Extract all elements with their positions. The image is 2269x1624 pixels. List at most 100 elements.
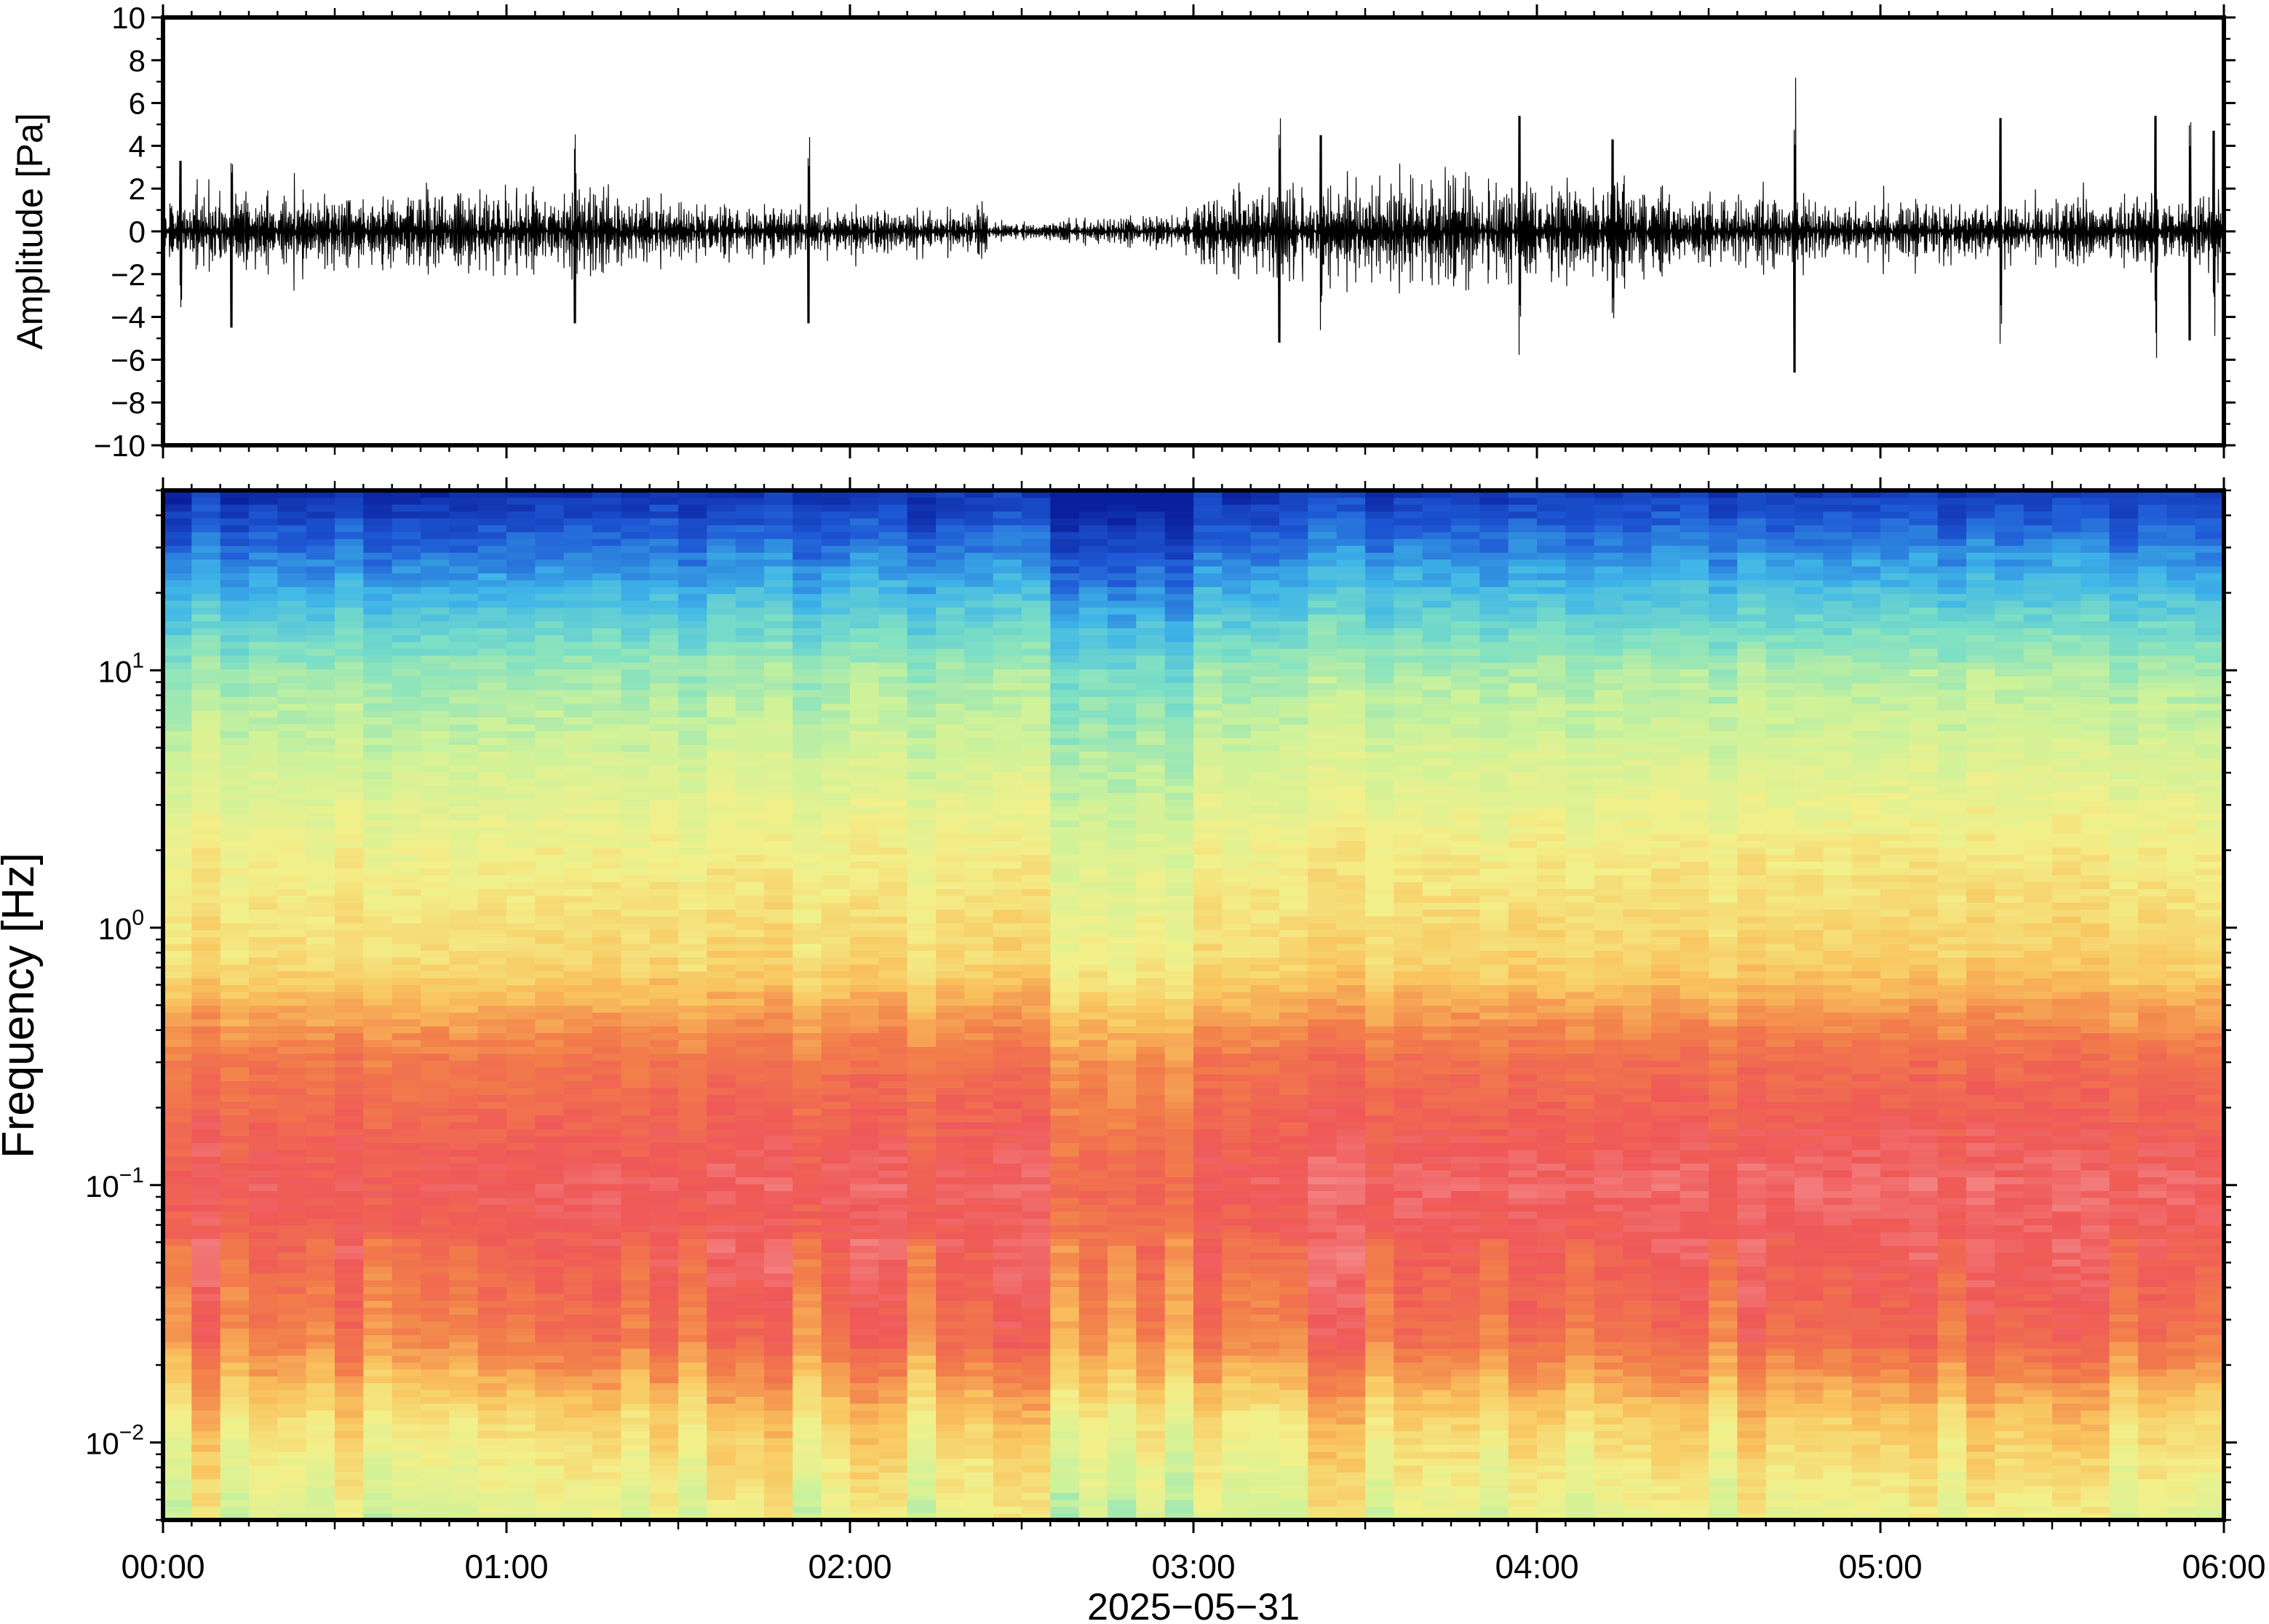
spectrogram-cell — [477, 1225, 507, 1233]
spectrogram-cell — [850, 895, 880, 903]
spectrogram-cell — [964, 867, 994, 875]
spectrogram-cell — [792, 950, 822, 958]
spectrogram-cell — [277, 1046, 307, 1054]
spectrogram-cell — [821, 744, 851, 752]
spectrogram-cell — [764, 977, 794, 985]
spectrogram-cell — [335, 1286, 365, 1294]
spectrogram-cell — [850, 593, 880, 601]
spectrogram-cell — [335, 1266, 365, 1274]
spectrogram-cell — [850, 1053, 880, 1061]
spectrogram-cell — [535, 511, 565, 519]
spectrogram-cell — [306, 888, 335, 896]
spectrogram-cell — [821, 771, 851, 779]
spectrogram-cell — [821, 675, 851, 683]
spectrogram-cell — [850, 675, 880, 683]
spectrogram-cell — [764, 1266, 794, 1274]
spectrogram-cell — [792, 902, 822, 910]
spectrogram-cell — [1050, 627, 1080, 635]
spectrogram-cell — [191, 586, 221, 594]
spectrogram-cell — [449, 1053, 479, 1061]
spectrogram-cell — [421, 1245, 450, 1253]
spectrogram-cell — [936, 1410, 966, 1418]
spectrogram-cell — [764, 1423, 794, 1432]
spectrogram-cell — [1022, 1073, 1052, 1081]
spectrogram-cell — [792, 915, 822, 924]
spectrogram-cell — [163, 627, 193, 635]
spectrogram-cell — [649, 1231, 679, 1239]
spectrogram-cell — [907, 805, 937, 814]
spectrogram-cell — [363, 1163, 393, 1171]
spectrogram-cell — [792, 881, 822, 889]
spectrogram-cell — [363, 565, 393, 573]
spectrogram-cell — [764, 573, 794, 581]
spectrogram-cell — [392, 1121, 421, 1130]
spectrogram-cell — [306, 861, 335, 869]
spectrogram-cell — [821, 497, 851, 505]
spectrogram-cell — [735, 573, 765, 581]
spectrogram-cell — [277, 943, 307, 951]
spectrogram-cell — [678, 1259, 708, 1267]
spectrogram-cell — [277, 991, 307, 999]
spectrogram-cell — [306, 1225, 335, 1233]
spectrogram-cell — [993, 1300, 1022, 1308]
spectrogram-cell — [592, 1101, 622, 1109]
spectrogram-cell — [993, 1129, 1022, 1137]
spectrogram-cell — [964, 1286, 994, 1294]
spectrogram-cell — [764, 1348, 794, 1356]
spectrogram-cell — [306, 1334, 335, 1342]
spectrogram-cell — [792, 531, 822, 539]
spectrogram-cell — [1050, 1115, 1080, 1123]
spectrogram-cell — [1050, 819, 1080, 827]
spectrogram-cell — [1022, 943, 1052, 951]
spectrogram-cell — [563, 1204, 593, 1212]
spectrogram-cell — [621, 517, 651, 525]
spectrogram-cell — [850, 1307, 880, 1315]
spectrogram-cell — [163, 1039, 193, 1047]
spectrogram-cell — [306, 497, 335, 505]
spectrogram-cell — [163, 1389, 193, 1397]
spectrogram-cell — [220, 573, 250, 581]
spectrogram-cell — [191, 1273, 221, 1281]
spectrogram-cell — [878, 765, 908, 773]
spectrogram-cell — [277, 1183, 307, 1191]
spectrogram-cell — [277, 923, 307, 931]
spectrogram-cell — [449, 1382, 479, 1390]
spectrogram-cell — [936, 661, 966, 669]
spectrogram-cell — [993, 490, 1022, 498]
spectrogram-cell — [735, 669, 765, 677]
spectrogram-cell — [907, 613, 937, 621]
spectrogram-cell — [964, 1094, 994, 1102]
spectrogram-cell — [1022, 1032, 1052, 1040]
spectrogram-cell — [821, 827, 851, 835]
spectrogram-cell — [792, 771, 822, 779]
spectrogram-cell — [363, 1204, 393, 1212]
spectrogram-cell — [621, 1094, 651, 1102]
spectrogram-cell — [163, 1300, 193, 1308]
spectrogram-cell — [421, 751, 450, 759]
spectrogram-cell — [220, 737, 250, 745]
spectrogram-cell — [878, 792, 908, 800]
spectrogram-cell — [1022, 1279, 1052, 1287]
spectrogram-cell — [621, 1115, 651, 1123]
spectrogram-cell — [220, 1005, 250, 1013]
spectrogram-cell — [850, 1163, 880, 1171]
spectrogram-cell — [277, 1217, 307, 1226]
spectrogram-cell — [220, 565, 250, 573]
spectrogram-cell — [449, 1204, 479, 1212]
spectrogram-cell — [277, 867, 307, 875]
spectrogram-cell — [335, 1053, 365, 1061]
spectrogram-cell — [1022, 1156, 1052, 1164]
spectrogram-cell — [477, 503, 507, 512]
spectrogram-cell — [535, 709, 565, 718]
spectrogram-cell — [792, 1314, 822, 1322]
spectrogram-cell — [621, 1396, 651, 1404]
spectrogram-cell — [764, 840, 794, 848]
spectrogram-cell — [506, 1238, 536, 1246]
spectrogram-cell — [621, 888, 651, 896]
spectrogram-cell — [477, 1451, 507, 1459]
spectrogram-cell — [792, 1211, 822, 1219]
spectrogram-cell — [1022, 1169, 1052, 1178]
spectrogram-cell — [563, 923, 593, 931]
spectrogram-cell — [306, 991, 335, 999]
spectrogram-cell — [878, 1506, 908, 1514]
